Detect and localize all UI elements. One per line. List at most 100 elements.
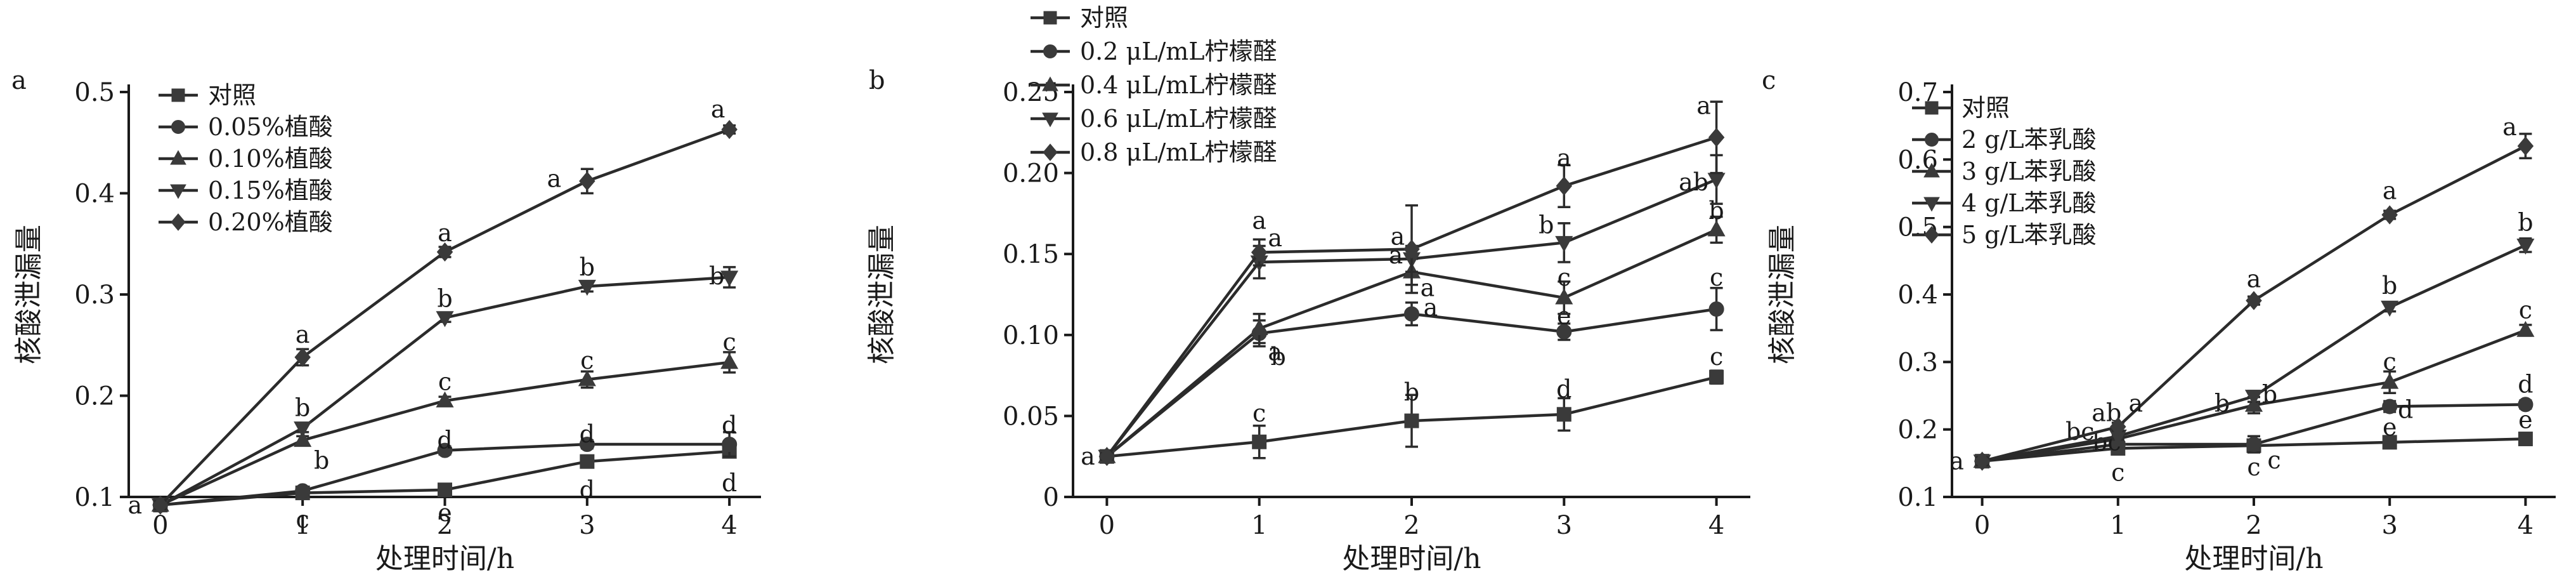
data-point: [2381, 373, 2399, 389]
data-point: [1404, 413, 1419, 428]
x-tick-label: 0: [152, 511, 168, 540]
legend-label: 0.6 μL/mL柠檬醛: [1080, 105, 1277, 133]
legend-label: 5 g/L苯乳酸: [1961, 221, 2097, 249]
significance-letter: b: [709, 262, 724, 290]
y-tick-label: 0.3: [1897, 348, 1938, 377]
data-point: [2382, 435, 2397, 450]
data-point: [580, 454, 595, 469]
y-tick-label: 0.05: [1003, 402, 1059, 431]
x-tick-label: 2: [2246, 511, 2261, 540]
data-point: [2516, 321, 2535, 337]
data-point: [1098, 447, 1116, 466]
data-point: [1556, 407, 1571, 422]
data-point: [2516, 238, 2535, 255]
significance-letter: e: [2518, 406, 2533, 434]
y-tick-label: 0.2: [74, 382, 115, 411]
significance-letter: d: [580, 420, 595, 448]
significance-letter: a: [1081, 442, 1095, 470]
y-tick-label: 0: [1043, 483, 1059, 512]
data-point: [436, 311, 454, 327]
data-point: [2246, 291, 2262, 310]
data-point: [720, 270, 739, 287]
legend: 对照 0.2 μL/mL柠檬醛 0.4 μL/mL柠檬醛 0.6 μL/mL柠檬醛 0.…: [1031, 4, 1277, 166]
significance-letter: b: [1271, 343, 1286, 371]
legend-marker: [170, 150, 186, 165]
panel-label: b: [869, 66, 885, 95]
significance-letter: d: [437, 427, 452, 454]
x-tick-label: 0: [1099, 511, 1115, 540]
y-tick-label: 0.3: [74, 281, 115, 310]
data-point: [579, 171, 595, 191]
data-point: [437, 442, 453, 458]
significance-letter: c: [723, 328, 736, 356]
y-tick-label: 0.15: [1003, 240, 1059, 269]
x-axis-title: 处理时间/h: [2184, 543, 2323, 575]
y-tick-label: 0.4: [1897, 281, 1938, 310]
y-tick-label: 0.1: [74, 483, 115, 512]
significance-letter: d: [1556, 375, 1571, 403]
data-point: [2246, 437, 2262, 453]
significance-letter: c: [2267, 446, 2280, 474]
significance-letter: a: [1424, 294, 1438, 322]
legend-label: 0.05%植酸: [208, 113, 333, 141]
legend-label: 0.10%植酸: [208, 145, 333, 173]
legend-marker: [1042, 76, 1058, 91]
data-point: [2244, 390, 2263, 406]
data-point: [1403, 306, 1420, 322]
legend-marker: [1043, 143, 1058, 161]
y-tick-label: 0.20: [1003, 159, 1059, 188]
data-point: [294, 421, 312, 438]
data-point: [1556, 176, 1573, 196]
significance-letter: a: [2502, 113, 2517, 141]
legend-marker: [1043, 11, 1057, 25]
significance-letter: b: [2518, 208, 2533, 236]
data-point: [294, 347, 311, 367]
legend-marker: [170, 184, 186, 199]
significance-letter: c: [2111, 458, 2124, 486]
x-tick-label: 1: [1251, 511, 1267, 540]
significance-letter: a: [438, 219, 452, 247]
legend-label: 0.8 μL/mL柠檬醛: [1080, 138, 1277, 166]
legend-marker: [1924, 226, 1939, 244]
significance-letter: c: [1252, 399, 1266, 427]
y-axis-title: 核酸泄漏量: [13, 225, 45, 364]
legend-marker: [1043, 44, 1057, 58]
significance-letter: d: [2398, 396, 2413, 424]
y-tick-label: 0.10: [1003, 321, 1059, 350]
significance-letter: a: [547, 164, 561, 192]
legend-label: 4 g/L苯乳酸: [1961, 189, 2097, 217]
legend-marker: [1042, 112, 1058, 128]
data-point: [1555, 235, 1573, 253]
significance-letter: a: [711, 95, 725, 123]
significance-letter: a: [296, 321, 310, 348]
significance-letter: c: [1710, 343, 1723, 371]
data-point: [578, 279, 596, 296]
significance-letter: c: [2519, 296, 2532, 324]
y-axis-title: 核酸泄漏量: [866, 225, 898, 364]
series-square: a c ce e: [1949, 406, 2533, 486]
significance-letter: a: [128, 491, 143, 519]
data-point: [1709, 369, 1724, 385]
x-tick-label: 3: [2381, 511, 2397, 540]
significance-letter: c: [580, 347, 594, 374]
legend-label: 0.4 μL/mL柠檬醛: [1080, 71, 1277, 99]
data-point: [720, 353, 739, 369]
legend-label: 3 g/L苯乳酸: [1961, 157, 2097, 185]
data-point: [579, 437, 595, 453]
significance-letter: c: [438, 367, 452, 395]
significance-letter: c: [2247, 453, 2260, 481]
significance-letter: b: [314, 447, 329, 475]
significance-letter: d: [580, 476, 595, 504]
legend-label: 2 g/L苯乳酸: [1961, 126, 2097, 154]
significance-letter: b: [1404, 378, 1419, 406]
significance-letter: c: [2383, 348, 2397, 376]
legend-marker: [171, 120, 185, 134]
data-point: [2518, 432, 2533, 447]
x-tick-label: 2: [437, 511, 453, 540]
y-axis-title: 核酸泄漏量: [1766, 225, 1799, 364]
data-point: [1556, 324, 1572, 340]
